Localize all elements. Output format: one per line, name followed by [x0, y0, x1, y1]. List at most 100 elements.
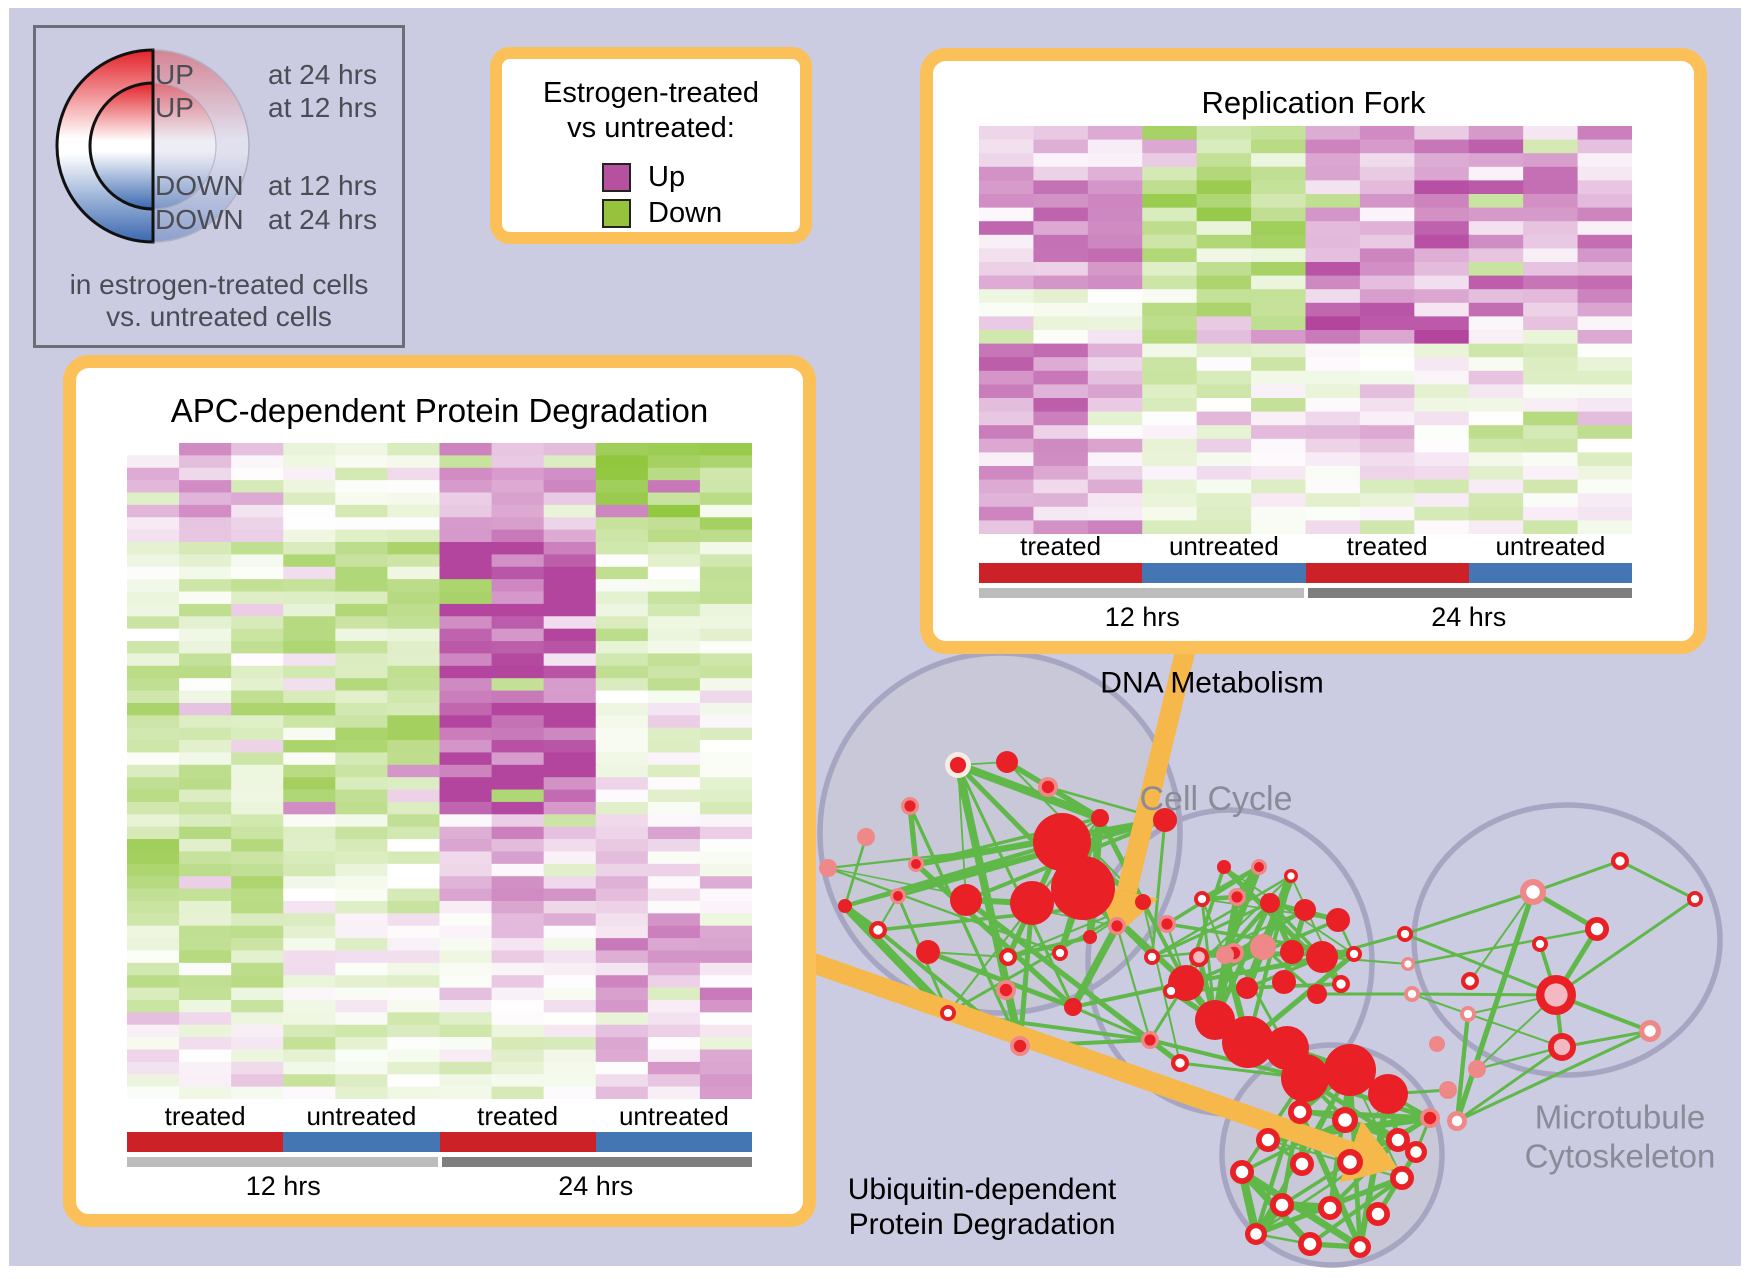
- treated-bar: [1305, 563, 1469, 583]
- network-node: [1615, 856, 1625, 866]
- legend-footer-line2: vs. untreated cells: [106, 301, 332, 332]
- apc-title: APC-dependent Protein Degradation: [170, 392, 709, 429]
- apc-condition-labels: treated untreated treated untreated: [127, 1101, 752, 1132]
- network-node: [1343, 1155, 1357, 1169]
- updown-color-legend: Estrogen-treated vs untreated: Up Down: [490, 47, 812, 244]
- network-node: [1260, 893, 1280, 913]
- network-node: [916, 940, 940, 964]
- network-node: [1324, 1044, 1376, 1096]
- legend-time: at 24 hrs: [268, 204, 377, 235]
- network-node: [1153, 808, 1177, 832]
- condition-label: untreated: [1168, 531, 1279, 561]
- up-color-swatch: [602, 163, 631, 192]
- network-nodes: [819, 751, 1703, 1258]
- condition-label: treated: [1020, 531, 1102, 561]
- up-label: Up: [648, 161, 686, 193]
- network-node: [1535, 939, 1545, 949]
- network-node: [1323, 1201, 1337, 1215]
- network-node: [1395, 1171, 1409, 1185]
- network-node: [1111, 920, 1123, 932]
- replication-fork-time-labels: 12 hrs 24 hrs: [979, 602, 1632, 633]
- network-node: [1144, 1034, 1156, 1046]
- down-label: Down: [648, 197, 723, 229]
- legend-direction: DOWN: [155, 170, 244, 201]
- network-node: [1338, 1113, 1352, 1127]
- network-node: [1055, 948, 1065, 958]
- network-node: [1306, 941, 1338, 973]
- network-node: [1222, 1016, 1274, 1068]
- network-node: [1013, 1039, 1027, 1053]
- network-node: [1197, 894, 1207, 904]
- time-bar-24: [1307, 588, 1632, 598]
- network-node: [1235, 1165, 1249, 1179]
- ubiquitin-degradation-label: Ubiquitin-dependent Protein Degradation: [848, 1172, 1117, 1242]
- untreated-bar: [1142, 563, 1306, 583]
- network-node: [1644, 1025, 1656, 1037]
- network-node: [1465, 976, 1475, 986]
- legend-direction: UP: [155, 92, 194, 123]
- network-node: [1690, 894, 1700, 904]
- network-node: [904, 800, 916, 812]
- network-node: [911, 859, 921, 869]
- replication-fork-condition-labels: treated untreated treated untreated: [979, 531, 1632, 562]
- network-node: [1175, 1058, 1185, 1068]
- cluster-label-line: DNA Metabolism: [1100, 666, 1324, 700]
- network-node: [1250, 1228, 1262, 1240]
- condition-label: treated: [477, 1101, 559, 1131]
- time-label: 12 hrs: [245, 1171, 321, 1201]
- gradient-circles-icon: [55, 48, 250, 244]
- condition-label: untreated: [618, 1101, 729, 1131]
- untreated-bar: [595, 1132, 752, 1152]
- network-node: [1451, 1115, 1463, 1127]
- condition-label: untreated: [1495, 531, 1606, 561]
- legend-direction: DOWN: [155, 204, 244, 235]
- network-node: [1303, 1237, 1317, 1251]
- network-node: [1261, 1133, 1275, 1147]
- network-node: [950, 884, 982, 916]
- legend-time: at 12 hrs: [268, 170, 377, 201]
- network-node: [1051, 856, 1115, 920]
- replication-fork-time-bars: [979, 588, 1632, 598]
- legend-item-up: Up: [602, 161, 685, 194]
- legend-item-down: Down: [602, 197, 722, 230]
- network-node: [1010, 881, 1054, 925]
- cell-cycle-label: Cell Cycle: [1139, 780, 1292, 820]
- network-node: [819, 859, 837, 877]
- network-node: [1439, 1081, 1457, 1099]
- network-node: [1410, 1146, 1422, 1158]
- legend-row-up-12: UP at 12 hrs: [155, 93, 377, 123]
- network-node: [1083, 930, 1097, 944]
- network-node: [1526, 885, 1540, 899]
- network-node: [1326, 908, 1350, 932]
- condition-label: untreated: [306, 1101, 417, 1131]
- network-node: [893, 891, 903, 901]
- apc-panel: APC-dependent Protein Degradation treate…: [63, 355, 816, 1227]
- network-node: [1275, 1198, 1289, 1212]
- network-node: [1272, 970, 1296, 994]
- untreated-bar: [1468, 563, 1632, 583]
- apc-heatmap: [127, 443, 752, 1099]
- legend-direction: UP: [155, 59, 194, 90]
- updown-legend-title: Estrogen-treated vs untreated:: [502, 76, 800, 146]
- network-node: [1590, 922, 1604, 936]
- network-node: [949, 756, 967, 774]
- apc-time-bars: [127, 1157, 752, 1167]
- replication-fork-heatmap: [979, 126, 1632, 534]
- untreated-bar: [283, 1132, 440, 1152]
- network-node: [1193, 951, 1205, 963]
- replication-fork-condition-bars: [979, 563, 1632, 583]
- network-node: [1407, 989, 1417, 999]
- network-node: [1354, 1241, 1366, 1253]
- apc-condition-bars: [127, 1132, 752, 1152]
- legend-footer-line1: in estrogen-treated cells: [69, 269, 369, 300]
- dna-metabolism-label: DNA Metabolism: [1100, 665, 1323, 700]
- network-node: [1553, 1038, 1571, 1056]
- condition-label: treated: [1346, 531, 1428, 561]
- network-node: [1166, 986, 1176, 996]
- legend-row-down-24: DOWN at 24 hrs: [155, 205, 377, 235]
- network-node: [1293, 1105, 1307, 1119]
- network-node: [1468, 1060, 1486, 1078]
- condition-label: treated: [164, 1101, 246, 1131]
- network-node: [1404, 960, 1412, 968]
- legend-time: at 12 hrs: [268, 92, 377, 123]
